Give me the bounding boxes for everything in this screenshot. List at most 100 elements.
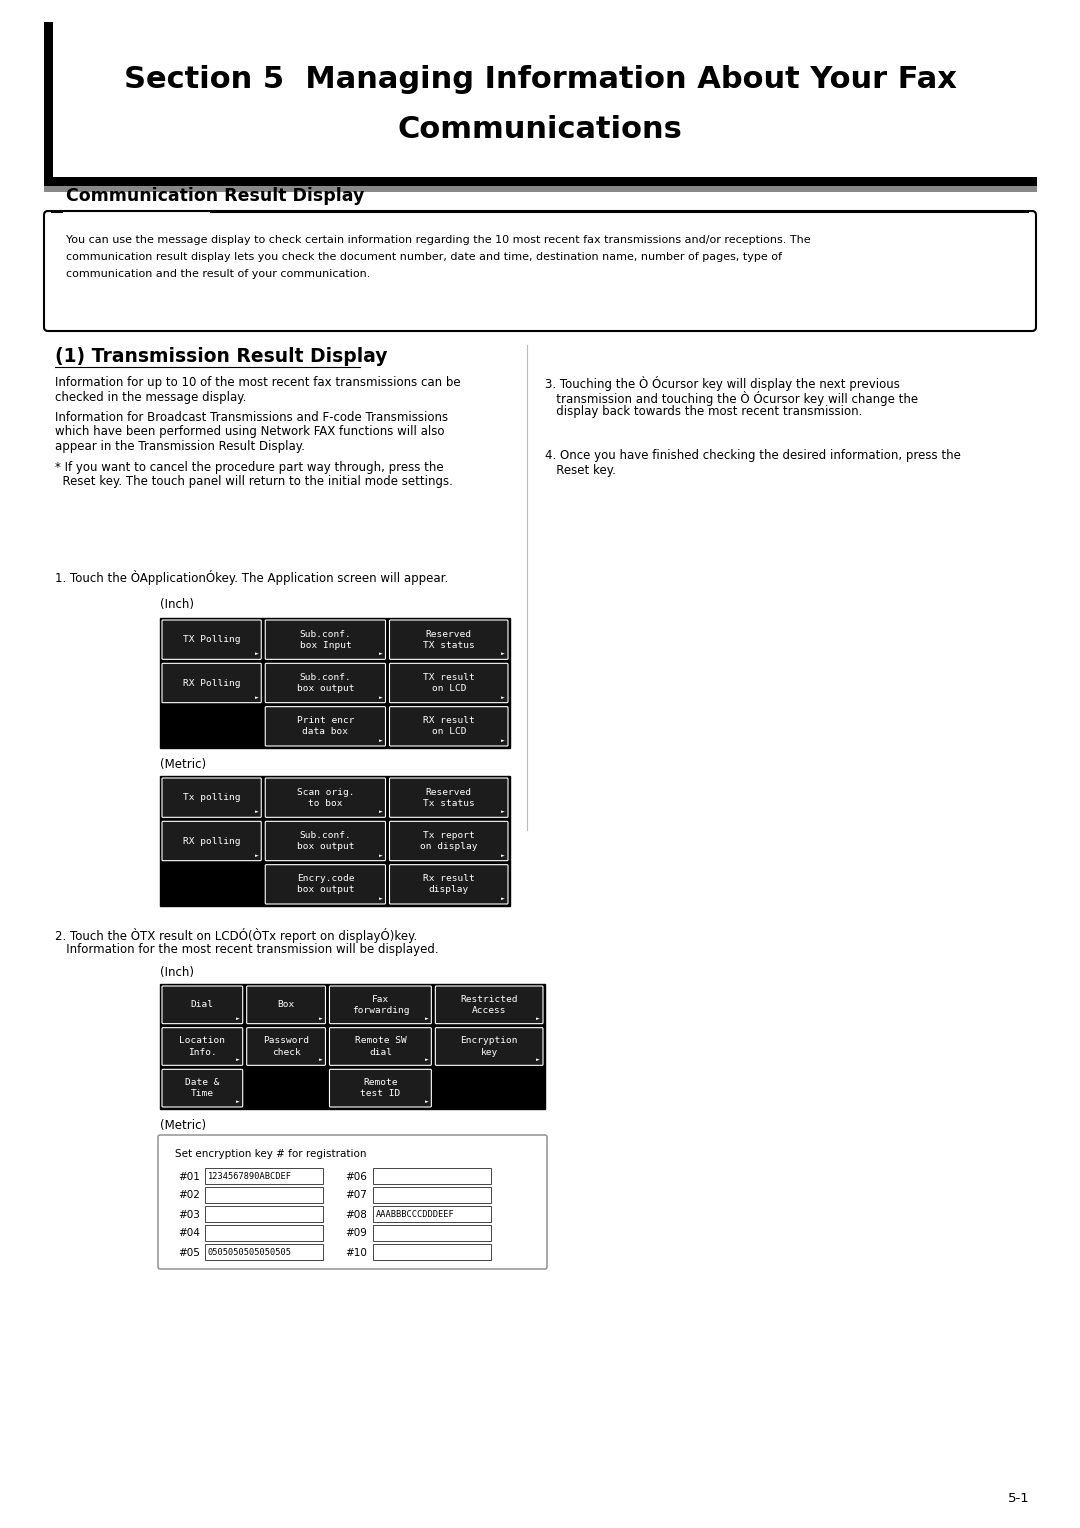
Bar (44, 177, 1037, 186)
Text: RX polling: RX polling (183, 836, 241, 845)
Text: ►: ► (379, 651, 382, 657)
Text: communication result display lets you check the document number, date and time, : communication result display lets you ch… (66, 252, 782, 261)
Text: 5-1: 5-1 (1009, 1491, 1030, 1505)
FancyBboxPatch shape (373, 1244, 491, 1261)
Text: Dial: Dial (191, 1001, 214, 1010)
Text: Box: Box (278, 1001, 295, 1010)
Text: ►: ► (501, 853, 505, 857)
Text: #08: #08 (345, 1210, 367, 1219)
Text: Date &
Time: Date & Time (185, 1079, 219, 1099)
Text: Information for the most recent transmission will be displayed.: Information for the most recent transmis… (55, 943, 438, 957)
FancyBboxPatch shape (158, 1135, 546, 1268)
Text: RX Polling: RX Polling (183, 678, 241, 688)
Text: ►: ► (235, 1016, 240, 1021)
Text: ►: ► (379, 695, 382, 700)
FancyBboxPatch shape (390, 822, 508, 860)
Text: Sub.conf.
box output: Sub.conf. box output (297, 831, 354, 851)
Text: transmission and touching the Ò Ócursor key will change the: transmission and touching the Ò Ócursor … (545, 391, 918, 405)
Text: 1234567890ABCDEF: 1234567890ABCDEF (208, 1172, 292, 1181)
FancyBboxPatch shape (390, 620, 508, 660)
Text: ►: ► (501, 810, 505, 814)
Text: 3. Touching the Ò Ócursor key will display the next previous: 3. Touching the Ò Ócursor key will displ… (545, 376, 900, 391)
FancyBboxPatch shape (373, 1187, 491, 1203)
Text: #07: #07 (345, 1190, 367, 1201)
Text: (1) Transmission Result Display: (1) Transmission Result Display (55, 347, 388, 367)
Text: Fax
forwarding: Fax forwarding (352, 995, 409, 1015)
Text: Print encr
data box: Print encr data box (297, 717, 354, 736)
FancyBboxPatch shape (373, 1167, 491, 1184)
Text: Reset key.: Reset key. (545, 465, 616, 477)
Text: #10: #10 (345, 1247, 367, 1258)
Text: #03: #03 (178, 1210, 200, 1219)
Text: ►: ► (379, 738, 382, 743)
FancyBboxPatch shape (162, 1028, 243, 1065)
Text: Communications: Communications (397, 116, 683, 145)
FancyBboxPatch shape (205, 1206, 323, 1222)
Text: Reset key. The touch panel will return to the initial mode settings.: Reset key. The touch panel will return t… (55, 475, 453, 487)
FancyBboxPatch shape (246, 986, 325, 1024)
Text: (Inch): (Inch) (160, 597, 194, 611)
Text: TX Polling: TX Polling (183, 636, 241, 645)
FancyBboxPatch shape (162, 986, 243, 1024)
Text: 4. Once you have finished checking the desired information, press the: 4. Once you have finished checking the d… (545, 449, 961, 463)
FancyBboxPatch shape (266, 865, 386, 905)
Text: ►: ► (235, 1057, 240, 1062)
Text: #02: #02 (178, 1190, 200, 1201)
Text: ►: ► (255, 695, 258, 700)
Text: ►: ► (424, 1057, 429, 1062)
Text: Tx polling: Tx polling (183, 793, 241, 802)
FancyBboxPatch shape (435, 1028, 543, 1065)
FancyBboxPatch shape (390, 706, 508, 746)
Text: ►: ► (379, 853, 382, 857)
Text: Password
check: Password check (264, 1036, 309, 1056)
FancyBboxPatch shape (390, 663, 508, 703)
Bar (44, 186, 1037, 193)
Text: ►: ► (501, 738, 505, 743)
Text: Location
Info.: Location Info. (179, 1036, 226, 1056)
Bar (160, 984, 545, 1109)
Text: Scan orig.
to box: Scan orig. to box (297, 787, 354, 808)
Text: Remote
test ID: Remote test ID (361, 1079, 401, 1099)
Text: ►: ► (501, 895, 505, 902)
FancyBboxPatch shape (205, 1187, 323, 1203)
Text: Set encryption key # for registration: Set encryption key # for registration (175, 1149, 366, 1160)
Text: #06: #06 (345, 1172, 367, 1181)
Text: Encryption
key: Encryption key (460, 1036, 518, 1056)
Text: AAABBBCCCDDDEEF: AAABBBCCCDDDEEF (376, 1210, 455, 1219)
FancyBboxPatch shape (266, 778, 386, 817)
FancyBboxPatch shape (390, 778, 508, 817)
Bar (44, 21, 53, 177)
FancyBboxPatch shape (390, 865, 508, 905)
Text: #04: #04 (178, 1229, 200, 1239)
Text: RX result
on LCD: RX result on LCD (423, 717, 474, 736)
Text: 2. Touch the ÒTX result on LCDÓ(ÒTx report on displayÓ)key.: 2. Touch the ÒTX result on LCDÓ(ÒTx repo… (55, 927, 417, 943)
Bar (160, 776, 510, 906)
FancyBboxPatch shape (373, 1206, 491, 1222)
Text: * If you want to cancel the procedure part way through, press the: * If you want to cancel the procedure pa… (55, 460, 444, 474)
FancyBboxPatch shape (205, 1225, 323, 1241)
FancyBboxPatch shape (266, 663, 386, 703)
Text: Section 5  Managing Information About Your Fax: Section 5 Managing Information About You… (123, 66, 957, 95)
FancyBboxPatch shape (329, 1028, 431, 1065)
FancyBboxPatch shape (329, 986, 431, 1024)
Text: Communication Result Display: Communication Result Display (66, 186, 364, 205)
Text: #05: #05 (178, 1247, 200, 1258)
Text: ►: ► (319, 1057, 323, 1062)
FancyBboxPatch shape (329, 1070, 431, 1106)
FancyBboxPatch shape (162, 778, 261, 817)
Text: Information for up to 10 of the most recent fax transmissions can be: Information for up to 10 of the most rec… (55, 376, 461, 390)
Text: 0505050505050505: 0505050505050505 (208, 1248, 292, 1258)
Text: ►: ► (501, 695, 505, 700)
FancyBboxPatch shape (266, 706, 386, 746)
FancyBboxPatch shape (435, 986, 543, 1024)
Text: Reserved
Tx status: Reserved Tx status (423, 787, 474, 808)
FancyBboxPatch shape (373, 1225, 491, 1241)
Text: checked in the message display.: checked in the message display. (55, 391, 246, 403)
Text: #01: #01 (178, 1172, 200, 1181)
Text: Remote SW
dial: Remote SW dial (354, 1036, 406, 1056)
Text: ►: ► (537, 1057, 540, 1062)
FancyBboxPatch shape (205, 1167, 323, 1184)
Text: Reserved
TX status: Reserved TX status (423, 630, 474, 649)
FancyBboxPatch shape (162, 663, 261, 703)
Text: (Metric): (Metric) (160, 1118, 206, 1132)
